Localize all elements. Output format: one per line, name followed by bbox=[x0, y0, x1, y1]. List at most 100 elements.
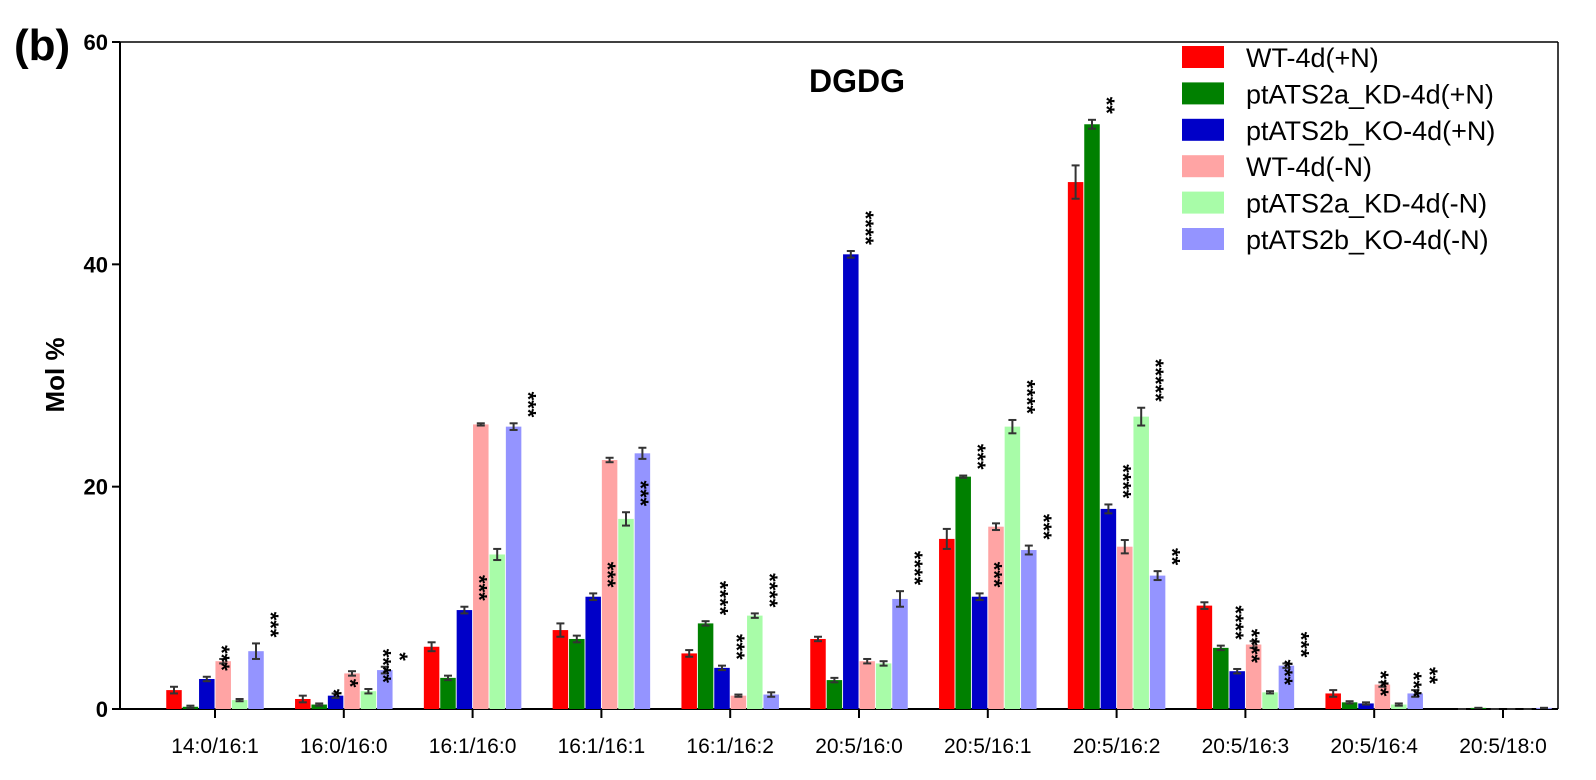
x-tick-label: 20:5/16:4 bbox=[1330, 735, 1418, 758]
significance-label: *** bbox=[595, 562, 620, 588]
significance-label: ** bbox=[1094, 97, 1119, 115]
bar bbox=[875, 663, 892, 709]
bar bbox=[1133, 416, 1149, 709]
bar bbox=[1229, 671, 1245, 709]
bar bbox=[199, 678, 215, 709]
bar bbox=[552, 630, 569, 709]
significance-label: **** bbox=[1223, 605, 1248, 640]
legend-label: ptATS2a_KD-4d(+N) bbox=[1246, 79, 1494, 109]
bar bbox=[166, 690, 182, 709]
significance-label: ** bbox=[1417, 667, 1442, 685]
bar bbox=[473, 424, 489, 709]
bar bbox=[248, 651, 264, 709]
bar bbox=[377, 670, 393, 709]
bar bbox=[1117, 546, 1133, 709]
bar bbox=[1100, 508, 1117, 709]
legend-label: ptATS2b_KO-4d(-N) bbox=[1246, 225, 1489, 255]
bar bbox=[1067, 182, 1084, 709]
bar bbox=[681, 653, 697, 709]
bar bbox=[1084, 124, 1100, 710]
bar bbox=[955, 476, 971, 709]
significance-label: **** bbox=[1110, 464, 1135, 499]
bar bbox=[697, 623, 714, 709]
bar bbox=[456, 610, 473, 709]
x-tick-label: 16:0/16:0 bbox=[300, 735, 388, 758]
bar bbox=[730, 695, 747, 709]
legend-label: ptATS2b_KO-4d(+N) bbox=[1246, 116, 1495, 146]
legend-label: WT-4d(-N) bbox=[1246, 152, 1372, 182]
significance-label: **** bbox=[1014, 380, 1039, 415]
bar bbox=[1213, 647, 1229, 709]
significance-label: **** bbox=[902, 551, 927, 586]
bar bbox=[826, 680, 843, 709]
y-axis-label: Mol % bbox=[40, 337, 70, 412]
x-tick-label: 16:1/16:1 bbox=[558, 735, 646, 758]
legend-swatch bbox=[1182, 82, 1224, 105]
bar bbox=[747, 615, 763, 709]
bar bbox=[971, 596, 988, 709]
x-tick-label: 20:5/16:2 bbox=[1073, 735, 1161, 758]
y-tick-label: 40 bbox=[84, 252, 108, 277]
bar bbox=[859, 661, 875, 709]
significance-label: *** bbox=[1031, 514, 1056, 540]
bar bbox=[1021, 550, 1037, 709]
significance-label: * bbox=[338, 679, 363, 688]
bar bbox=[344, 673, 360, 709]
bar bbox=[892, 598, 908, 709]
legend-swatch bbox=[1182, 118, 1224, 141]
y-tick-label: 20 bbox=[84, 475, 108, 500]
bar bbox=[843, 254, 859, 709]
legend-swatch bbox=[1182, 191, 1224, 214]
bars bbox=[166, 118, 1552, 710]
bar bbox=[423, 646, 440, 709]
legend-swatch bbox=[1182, 46, 1224, 68]
bar bbox=[489, 554, 505, 709]
legend-label: WT-4d(+N) bbox=[1246, 43, 1379, 73]
bar bbox=[1149, 575, 1166, 709]
bar bbox=[295, 698, 311, 709]
bar bbox=[1374, 684, 1391, 709]
significance-label: *** bbox=[628, 481, 653, 507]
significance-label: *** bbox=[258, 612, 283, 638]
bar bbox=[601, 459, 618, 709]
x-tick-label: 20:5/18:0 bbox=[1459, 735, 1547, 758]
bar bbox=[311, 704, 327, 709]
bar bbox=[1278, 665, 1295, 709]
bar bbox=[988, 526, 1004, 709]
bar bbox=[1245, 644, 1262, 709]
legend-swatch bbox=[1182, 228, 1224, 250]
significance-label: *** bbox=[209, 645, 234, 671]
legend-label: ptATS2a_KD-4d(-N) bbox=[1246, 189, 1487, 219]
x-tick-label: 20:5/16:1 bbox=[944, 735, 1032, 758]
significance-label: *** bbox=[965, 444, 990, 470]
significance-label: *** bbox=[516, 392, 541, 418]
significance-label: *** bbox=[724, 634, 749, 660]
significance-label: ** bbox=[1160, 548, 1185, 566]
bar bbox=[215, 661, 231, 709]
legend: WT-4d(+N) ptATS2a_KD-4d(+N) ptATS2b_KO-4d(… bbox=[1182, 43, 1495, 255]
bar bbox=[231, 700, 248, 709]
significance-label: *** bbox=[466, 575, 491, 601]
significance-label: **** bbox=[853, 211, 878, 246]
bar bbox=[939, 538, 955, 709]
significance-label: * bbox=[387, 652, 412, 661]
bar bbox=[618, 518, 634, 709]
significance-label: **** bbox=[757, 573, 782, 608]
significance-label: *** bbox=[982, 562, 1007, 588]
bar bbox=[440, 677, 456, 709]
bar bbox=[1196, 605, 1213, 709]
bar bbox=[1341, 702, 1358, 709]
significance-label: * bbox=[321, 689, 346, 698]
x-tick-label: 20:5/16:3 bbox=[1202, 735, 1290, 758]
significance-label: *** bbox=[1401, 672, 1426, 698]
bar bbox=[1358, 703, 1374, 709]
legend-swatch bbox=[1182, 155, 1224, 178]
bar bbox=[763, 694, 779, 709]
bar bbox=[360, 691, 377, 709]
significance-label: *** bbox=[1288, 632, 1313, 658]
y-tick-label: 60 bbox=[84, 30, 108, 55]
bar bbox=[505, 426, 522, 709]
x-tick-label: 16:1/16:0 bbox=[429, 735, 517, 758]
labels: 0 20 40 60 14:0/16:1 16:0/16:0 16:1/16:0 16:1/1… bbox=[84, 30, 1547, 758]
bar bbox=[1004, 426, 1021, 709]
